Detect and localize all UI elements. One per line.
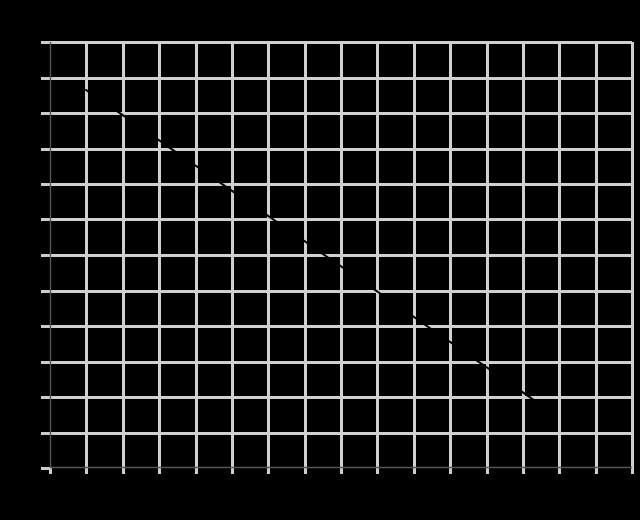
y-axis-ticks — [41, 41, 50, 470]
x-axis-ticks — [49, 468, 634, 474]
data-line-1 — [85, 88, 546, 409]
grid-horizontal-lines — [50, 41, 632, 435]
data-series-group — [85, 88, 546, 409]
